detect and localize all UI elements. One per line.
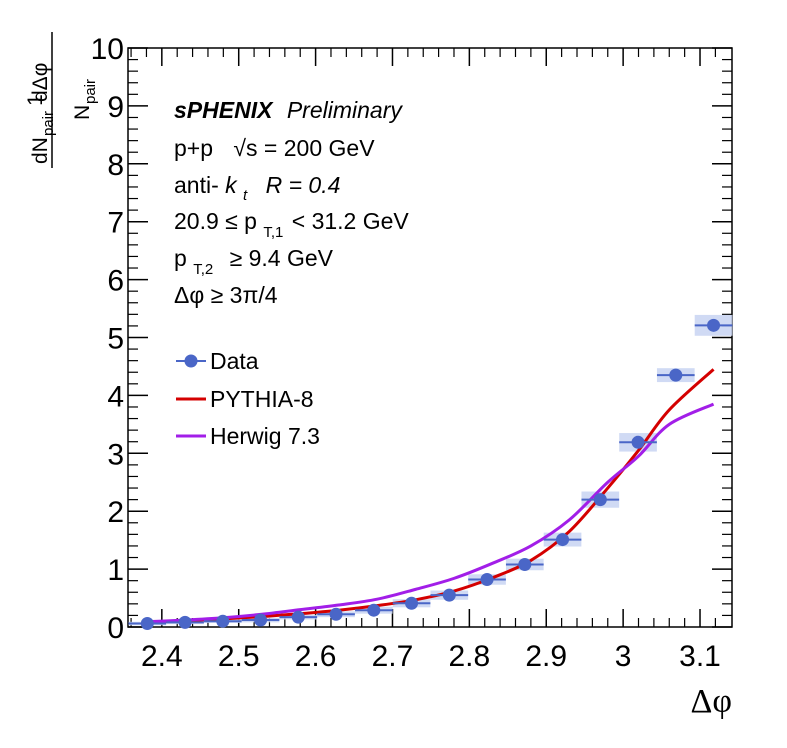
- y-tick-label: 3: [107, 438, 124, 471]
- legend-entry-herwig: Herwig 7.3: [176, 423, 320, 449]
- pt1-sub: T,1: [263, 224, 283, 241]
- system-prefix: p+p: [174, 135, 213, 161]
- x-tick-label: 2.8: [449, 640, 491, 673]
- legend-label-data: Data: [210, 348, 259, 374]
- pt2-left: p: [174, 245, 187, 271]
- data-point: [631, 435, 645, 449]
- algo-k-sub: t: [243, 187, 248, 204]
- pt2-sub: T,2: [193, 261, 213, 278]
- data-point: [140, 617, 154, 631]
- system-energy: √s = 200 GeV: [233, 135, 375, 161]
- pt1-left: 20.9 ≤ p: [174, 208, 257, 234]
- y-tick-label: 4: [107, 380, 124, 413]
- x-tick-label: 2.7: [372, 640, 414, 673]
- data-point: [593, 493, 607, 507]
- data-point: [367, 603, 381, 617]
- x-tick-label: 2.5: [218, 640, 260, 673]
- y-tick-label: 9: [107, 91, 124, 124]
- pt1-right: < 31.2 GeV: [292, 208, 410, 234]
- annotation-system: p+p √s = 200 GeV: [174, 135, 375, 161]
- y-tick-label: 7: [107, 207, 124, 240]
- annotation-dphi-cut: Δφ ≥ 3π/4: [174, 282, 278, 308]
- y-tick-label: 6: [107, 265, 124, 298]
- legend-data-marker: [184, 354, 198, 368]
- y-tick-label: 0: [107, 612, 124, 645]
- annotation-block: sPHENIX Preliminary p+p √s = 200 GeV ant…: [174, 97, 409, 308]
- y-tick-label: 1: [107, 554, 124, 587]
- pt2-right: ≥ 9.4 GeV: [230, 245, 334, 271]
- data-point: [329, 607, 343, 621]
- data-points: [128, 318, 733, 631]
- y-title-num-sub: pair: [40, 111, 57, 136]
- legend-label-herwig: Herwig 7.3: [210, 423, 320, 449]
- annotation-experiment: sPHENIX Preliminary: [174, 97, 403, 123]
- herwig-curve: [146, 402, 715, 624]
- data-point: [178, 615, 192, 629]
- experiment-name: sPHENIX: [174, 97, 274, 123]
- data-point: [669, 368, 683, 382]
- y-title-den-main: N: [71, 105, 94, 120]
- y-axis-title-parts: dN pair dΔφ N pair: [29, 63, 99, 164]
- annotation-algo: anti- k t R = 0.4: [174, 172, 340, 205]
- data-point: [291, 610, 305, 624]
- algo-r: R = 0.4: [266, 172, 341, 198]
- annotation-pt1: 20.9 ≤ p T,1 < 31.2 GeV: [174, 208, 409, 242]
- y-tick-label: 8: [107, 149, 124, 182]
- legend-entry-data: Data: [176, 348, 259, 374]
- data-point: [518, 557, 532, 571]
- legend: Data PYTHIA-8 Herwig 7.3: [176, 348, 320, 449]
- y-tick-label: 2: [107, 496, 124, 529]
- legend-entry-pythia: PYTHIA-8: [176, 386, 314, 412]
- algo-k: k: [225, 172, 238, 198]
- y-title-prefix: 1: [24, 94, 47, 106]
- algo-prefix: anti-: [174, 172, 219, 198]
- x-tick-label: 3: [615, 640, 632, 673]
- x-tick-label: 3.1: [679, 640, 721, 673]
- x-tick-label: 2.9: [525, 640, 567, 673]
- y-title-num-main: dN: [29, 137, 52, 164]
- y-title-den-sub: pair: [82, 79, 99, 104]
- data-point: [442, 588, 456, 602]
- y-axis-title: 1: [24, 32, 53, 168]
- data-point: [254, 613, 268, 627]
- annotation-pt2: p T,2 ≥ 9.4 GeV: [174, 245, 334, 279]
- x-tick-label: 2.6: [295, 640, 337, 673]
- y-tick-label: 5: [107, 323, 124, 356]
- experiment-status: Preliminary: [287, 97, 404, 123]
- axes-ticks: 0 1 2 3 4 5 6 7 8 9 10 2.4 2.5 2.6 2.7 2.8 2.9 3 3.1: [91, 33, 732, 673]
- y-title-num-suffix: dΔφ: [29, 63, 52, 102]
- data-point: [556, 533, 570, 547]
- data-point: [480, 573, 494, 587]
- data-point: [405, 596, 419, 610]
- x-axis-title: Δφ: [691, 683, 733, 720]
- y-tick-label: 10: [91, 33, 124, 66]
- legend-label-pythia: PYTHIA-8: [210, 386, 314, 412]
- data-point: [216, 614, 230, 628]
- x-tick-label: 2.4: [141, 640, 183, 673]
- data-point: [707, 318, 721, 332]
